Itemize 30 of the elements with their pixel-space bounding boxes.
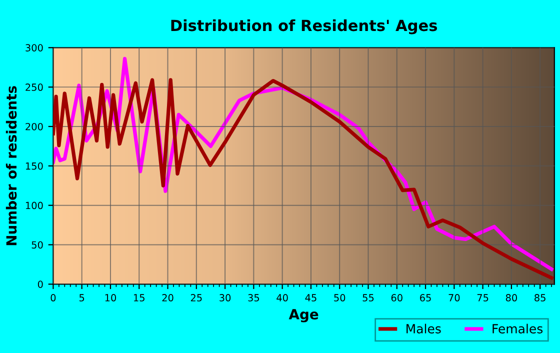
x-axis-title: Age: [288, 309, 318, 322]
x-tick-label: 75: [477, 294, 488, 302]
x-tick-label: 40: [276, 294, 288, 302]
y-tick-label: 50: [32, 241, 43, 249]
chart-title: Distribution of Residents' Ages: [171, 19, 437, 34]
x-tick-label: 45: [305, 294, 316, 302]
y-tick-label: 250: [26, 84, 43, 91]
y-tick-label: 200: [26, 122, 43, 130]
x-tick-label: 70: [448, 294, 460, 302]
x-tick-label: 0: [50, 294, 56, 302]
x-tick-label: 15: [134, 294, 144, 302]
y-tick-label: 300: [26, 44, 43, 52]
x-tick-label: 55: [362, 294, 374, 302]
legend-label: Females: [492, 324, 543, 334]
x-tick-label: 5: [80, 294, 84, 302]
y-tick-label: 100: [26, 202, 43, 210]
x-tick-label: 30: [220, 294, 231, 302]
y-axis-title: Number of residents: [6, 86, 17, 246]
y-tick-label: 0: [38, 280, 43, 288]
x-tick-label: 25: [190, 294, 202, 302]
x-tick-label: 20: [162, 294, 174, 302]
x-tick-label: 60: [391, 294, 402, 302]
x-tick-label: 80: [506, 294, 517, 302]
legend-label: Males: [406, 324, 441, 334]
x-tick-label: 10: [105, 294, 116, 302]
x-tick-label: 50: [334, 294, 346, 302]
x-tick-label: 35: [248, 294, 260, 302]
y-tick-label: 150: [26, 162, 43, 170]
x-tick-label: 65: [420, 294, 431, 302]
x-tick-label: 85: [534, 294, 546, 302]
